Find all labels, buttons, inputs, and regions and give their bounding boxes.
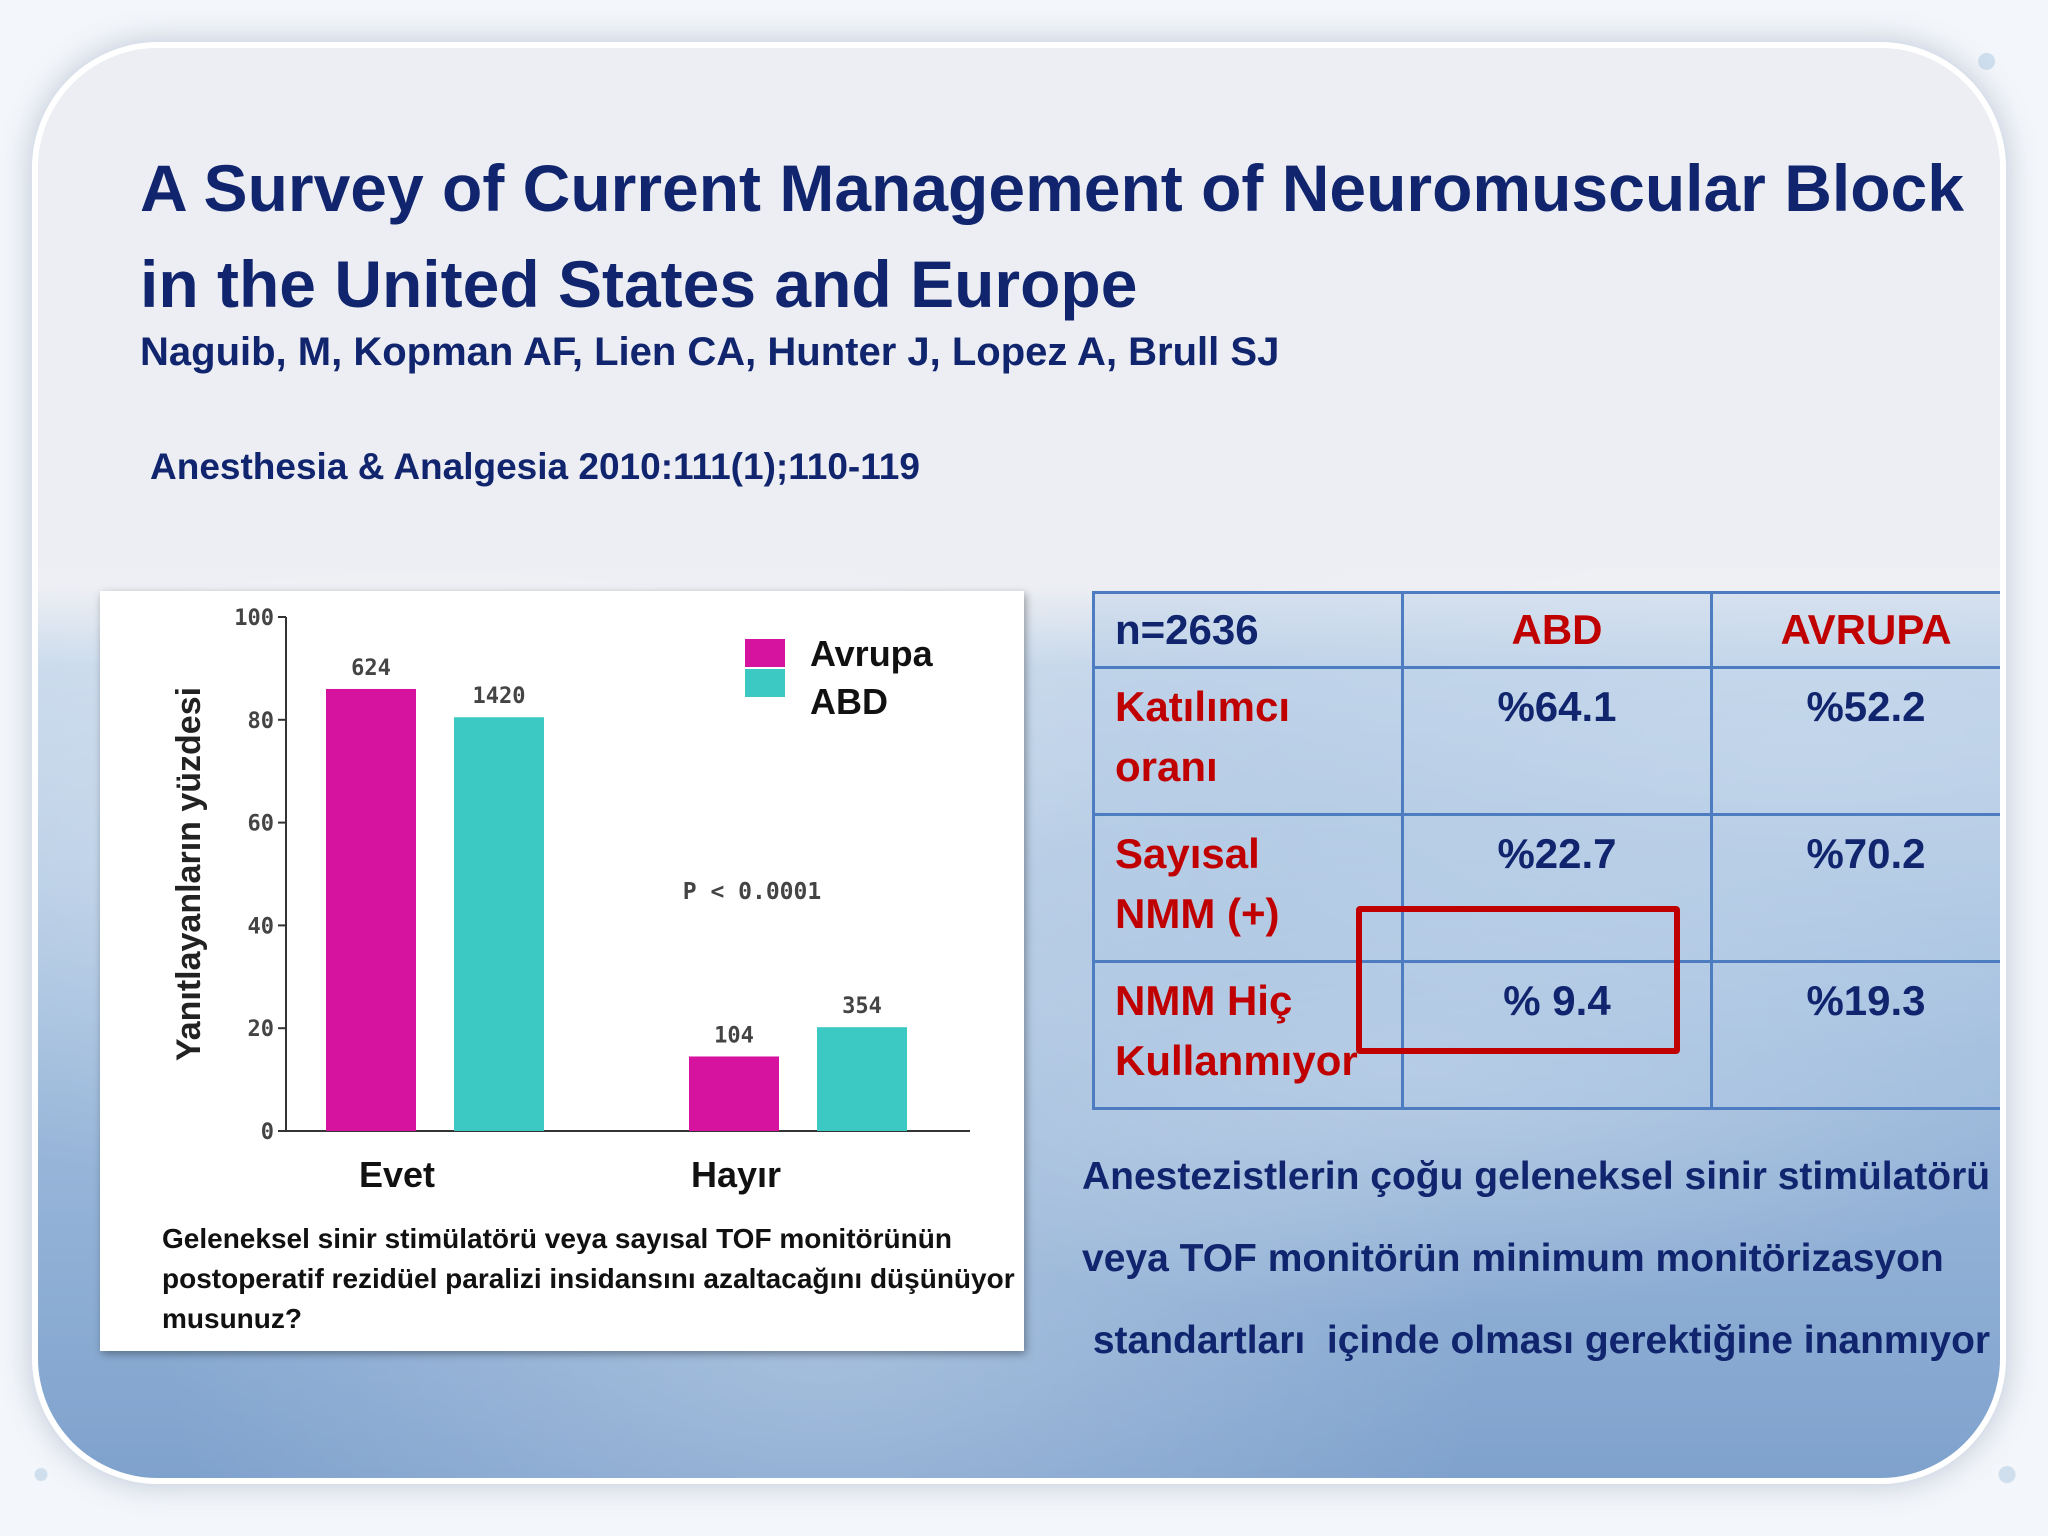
bar-avrupa (689, 1056, 779, 1131)
chart-bars (326, 688, 907, 1131)
chart-legend: Avrupa ABD (745, 633, 934, 722)
slide: A Survey of Current Management of Neurom… (38, 48, 2000, 1478)
slide-journal: Anesthesia & Analgesia 2010:111(1);110-1… (150, 446, 920, 487)
slide-authors: Naguib, M, Kopman AF, Lien CA, Hunter J,… (140, 330, 1280, 374)
y-tick-label: 80 (248, 709, 275, 734)
table-row-label-line: Katılımcı (1115, 683, 1291, 730)
highlight-box (1356, 906, 1680, 1054)
table-row-label-line: Kullanmıyor (1115, 1037, 1358, 1084)
table-cell-abd: %64.1 (1401, 666, 1713, 816)
conclusion-text: Anestezistlerin çoğu geleneksel sinir st… (1082, 1136, 2000, 1382)
table-cell-abd: %22.7 (1401, 813, 1713, 963)
table-header-n: n=2636 (1092, 591, 1404, 669)
table-header-row: n=2636 ABD AVRUPA (1092, 591, 2000, 669)
table-row: Sayısal NMM (+) %22.7 %70.2 (1092, 813, 2000, 963)
legend-label: Avrupa (810, 633, 934, 674)
table-row-label: Katılımcı oranı (1092, 666, 1404, 816)
x-category-label: Hayır (691, 1154, 781, 1195)
bar-data-label: 1420 (473, 684, 526, 709)
y-tick-label: 40 (248, 914, 275, 939)
table-cell-avrupa: %19.3 (1710, 960, 2000, 1110)
bar-abd (817, 1027, 907, 1131)
table-row-label-line: oranı (1115, 743, 1218, 790)
results-table: n=2636 ABD AVRUPA Katılımcı oranı %64.1 … (1092, 591, 2000, 1110)
table-cell-abd: % 9.4 (1401, 960, 1713, 1110)
bar-data-label: 104 (714, 1023, 754, 1048)
p-value-annotation: P < 0.0001 (683, 879, 821, 905)
bar-avrupa (326, 688, 416, 1131)
bar-data-label: 354 (842, 994, 882, 1019)
conclusion-line: Anestezistlerin çoğu geleneksel sinir st… (1082, 1155, 1991, 1198)
y-tick-label: 60 (248, 812, 275, 837)
x-category-label: Evet (359, 1154, 435, 1195)
table-header-avrupa: AVRUPA (1710, 591, 2000, 669)
slide-title: A Survey of Current Management of Neurom… (140, 151, 1964, 321)
table-row-label: Sayısal NMM (+) (1092, 813, 1404, 963)
table-row: Katılımcı oranı %64.1 %52.2 (1092, 666, 2000, 816)
chart-labels: 624 1420 Evet 104 354 Hayır P < 0.0001 (351, 656, 882, 1195)
conclusion-line: standartları içinde olması gerektiğine i… (1082, 1319, 1991, 1362)
legend-swatch (745, 639, 785, 667)
legend-label: ABD (810, 681, 888, 722)
chart-panel: 0 20 40 60 80 100 Yanıtlayanların yüzdesi 624 1… (100, 591, 1024, 1351)
y-axis-label: Yanıtlayanların yüzdesi (170, 687, 208, 1061)
table-cell-avrupa: %70.2 (1710, 813, 2000, 963)
table-row-label-line: NMM (+) (1115, 890, 1280, 937)
table-header-abd: ABD (1401, 591, 1713, 669)
table-row: NMM Hiç Kullanmıyor % 9.4 %19.3 (1092, 960, 2000, 1110)
table-cell-avrupa: %52.2 (1710, 666, 2000, 816)
table-row-label-line: NMM Hiç (1115, 977, 1293, 1024)
conclusion-line: veya TOF monitörün minimum monitörizasyo… (1082, 1237, 1944, 1280)
bar-abd (454, 717, 544, 1131)
bar-data-label: 624 (351, 656, 391, 681)
legend-swatch (745, 669, 785, 697)
chart-question: Geleneksel sinir stimülatörü veya sayısa… (162, 1223, 1015, 1334)
y-tick-label: 0 (261, 1120, 274, 1145)
y-tick-label: 100 (234, 606, 274, 631)
table-row-label-line: Sayısal (1115, 830, 1260, 877)
bar-chart: 0 20 40 60 80 100 Yanıtlayanların yüzdesi 624 1… (170, 606, 970, 1195)
table-row-label: NMM Hiç Kullanmıyor (1092, 960, 1404, 1110)
y-tick-label: 20 (248, 1017, 275, 1042)
